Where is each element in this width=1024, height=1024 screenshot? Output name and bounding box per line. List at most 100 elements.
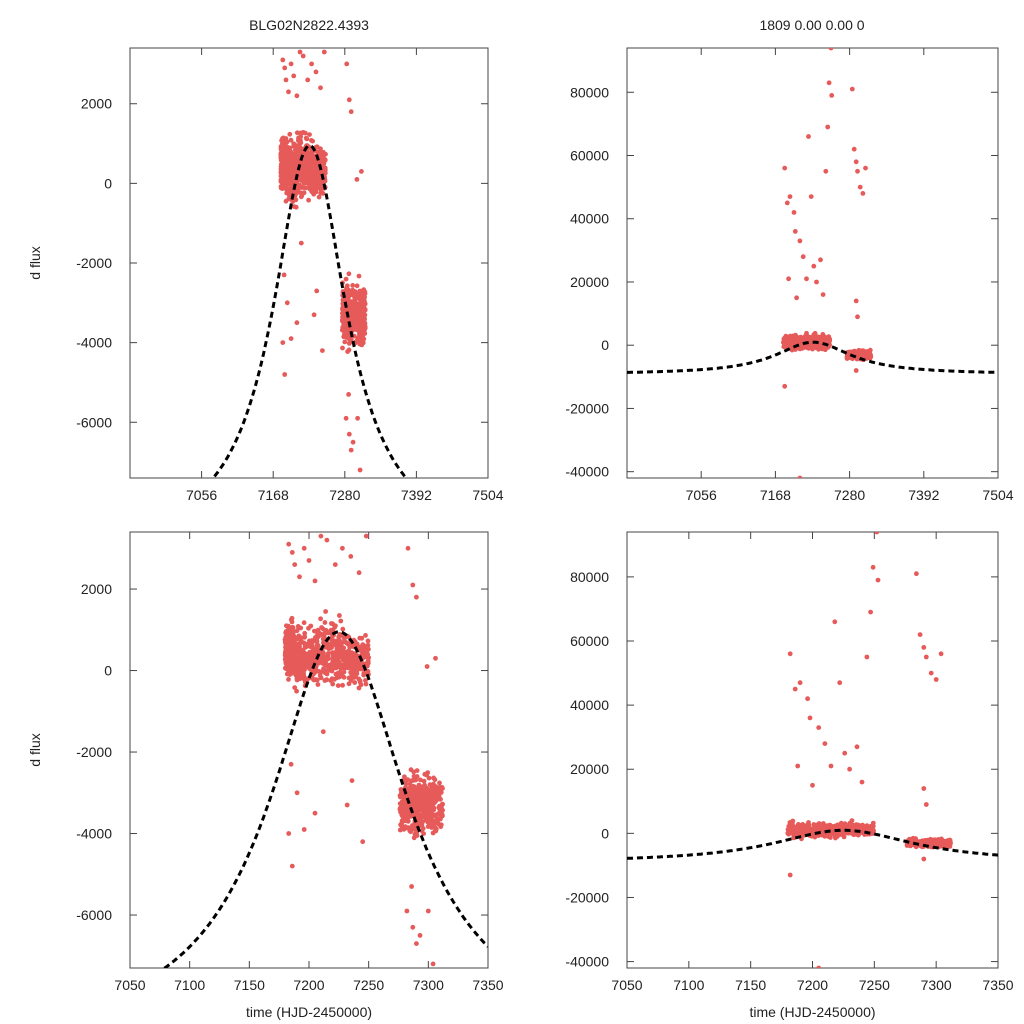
data-point xyxy=(350,292,356,298)
data-point xyxy=(286,623,291,629)
data-point xyxy=(397,827,403,833)
observations-series xyxy=(781,48,874,478)
data-point xyxy=(847,766,852,772)
data-point xyxy=(410,924,416,930)
data-point xyxy=(789,830,795,836)
data-point xyxy=(854,351,860,356)
data-point xyxy=(425,908,431,914)
data-point xyxy=(424,802,429,808)
panel-top-left: 7056 7168 7280 7392 7504 -6000 -4000 -2000 0 2000… xyxy=(27,47,504,503)
data-point xyxy=(285,160,290,166)
data-point xyxy=(293,149,299,155)
data-point xyxy=(437,796,443,802)
data-point xyxy=(308,623,314,629)
data-point xyxy=(812,822,818,828)
y-tick-label: 20000 xyxy=(570,274,609,290)
data-point xyxy=(424,812,429,818)
data-point xyxy=(350,287,356,293)
data-point xyxy=(430,821,435,827)
data-point xyxy=(827,338,832,343)
data-point xyxy=(289,180,295,186)
data-point xyxy=(933,677,939,682)
data-point xyxy=(787,194,793,200)
data-point xyxy=(318,675,324,681)
y-tick-label: 0 xyxy=(601,337,609,353)
data-point xyxy=(293,204,299,210)
data-point xyxy=(287,663,293,668)
y-tick-label: -4000 xyxy=(76,826,112,842)
data-point xyxy=(300,53,306,59)
data-point xyxy=(791,835,796,841)
data-point xyxy=(829,831,835,836)
y-tick-label: 2000 xyxy=(81,581,112,597)
data-point xyxy=(402,774,407,780)
data-point xyxy=(298,657,304,663)
data-point xyxy=(303,644,309,650)
data-point xyxy=(287,131,293,137)
data-point xyxy=(346,659,352,665)
data-point xyxy=(342,339,348,345)
panel-bottom-left: 7050 7100 7150 7200 7250 7300 7350 -6000 -4000 -2… xyxy=(27,531,504,1020)
data-point xyxy=(405,545,411,551)
data-point xyxy=(363,643,368,649)
data-point xyxy=(424,806,429,812)
y-tick-label: 40000 xyxy=(570,697,609,713)
data-point xyxy=(324,670,330,675)
y-axis-label: d flux xyxy=(27,733,43,766)
data-point xyxy=(278,185,284,191)
data-point xyxy=(283,165,289,170)
data-point xyxy=(853,159,859,165)
data-point xyxy=(332,651,338,656)
data-point xyxy=(854,744,860,750)
data-point xyxy=(309,61,314,67)
data-point xyxy=(800,254,806,260)
data-point xyxy=(829,93,835,98)
data-point xyxy=(403,824,408,830)
x-tick-label: 7200 xyxy=(797,977,828,993)
data-point xyxy=(807,715,813,721)
data-point xyxy=(409,778,415,784)
data-point xyxy=(280,57,286,63)
data-point xyxy=(340,648,346,654)
data-point xyxy=(312,578,318,584)
data-point xyxy=(343,639,349,645)
x-tick-label: 7200 xyxy=(293,977,324,993)
data-point xyxy=(404,908,410,914)
data-point xyxy=(859,779,865,785)
plot-area xyxy=(162,533,488,968)
data-point xyxy=(421,778,427,784)
data-point xyxy=(796,339,801,345)
data-point xyxy=(284,139,290,145)
data-point xyxy=(299,169,305,175)
data-point xyxy=(365,652,370,657)
data-point xyxy=(366,646,371,652)
data-point xyxy=(853,298,859,304)
data-point xyxy=(791,210,797,215)
data-point xyxy=(353,673,358,679)
data-point xyxy=(947,838,953,843)
data-point xyxy=(288,137,294,143)
x-tick-label: 7280 xyxy=(329,487,360,503)
y-tick-label: -6000 xyxy=(76,414,112,430)
data-point xyxy=(347,644,353,650)
plot-area xyxy=(627,532,998,968)
data-point xyxy=(283,643,289,649)
data-point xyxy=(430,795,436,801)
data-point xyxy=(313,163,319,169)
data-point xyxy=(320,729,326,735)
data-point xyxy=(343,276,349,282)
data-point xyxy=(359,169,364,174)
y-axis-label: d flux xyxy=(27,246,43,279)
data-point xyxy=(314,288,320,294)
model-curve xyxy=(211,144,409,478)
data-point xyxy=(280,340,286,345)
data-point xyxy=(286,656,291,662)
y-tick-label: -20000 xyxy=(565,400,609,416)
data-point xyxy=(322,678,328,683)
observations-series xyxy=(278,49,368,473)
figure-title-right: 1809 0.00 0.00 0 xyxy=(759,17,864,33)
data-point xyxy=(330,621,335,627)
data-point xyxy=(285,177,291,183)
data-point xyxy=(326,646,332,652)
data-point xyxy=(318,85,323,91)
